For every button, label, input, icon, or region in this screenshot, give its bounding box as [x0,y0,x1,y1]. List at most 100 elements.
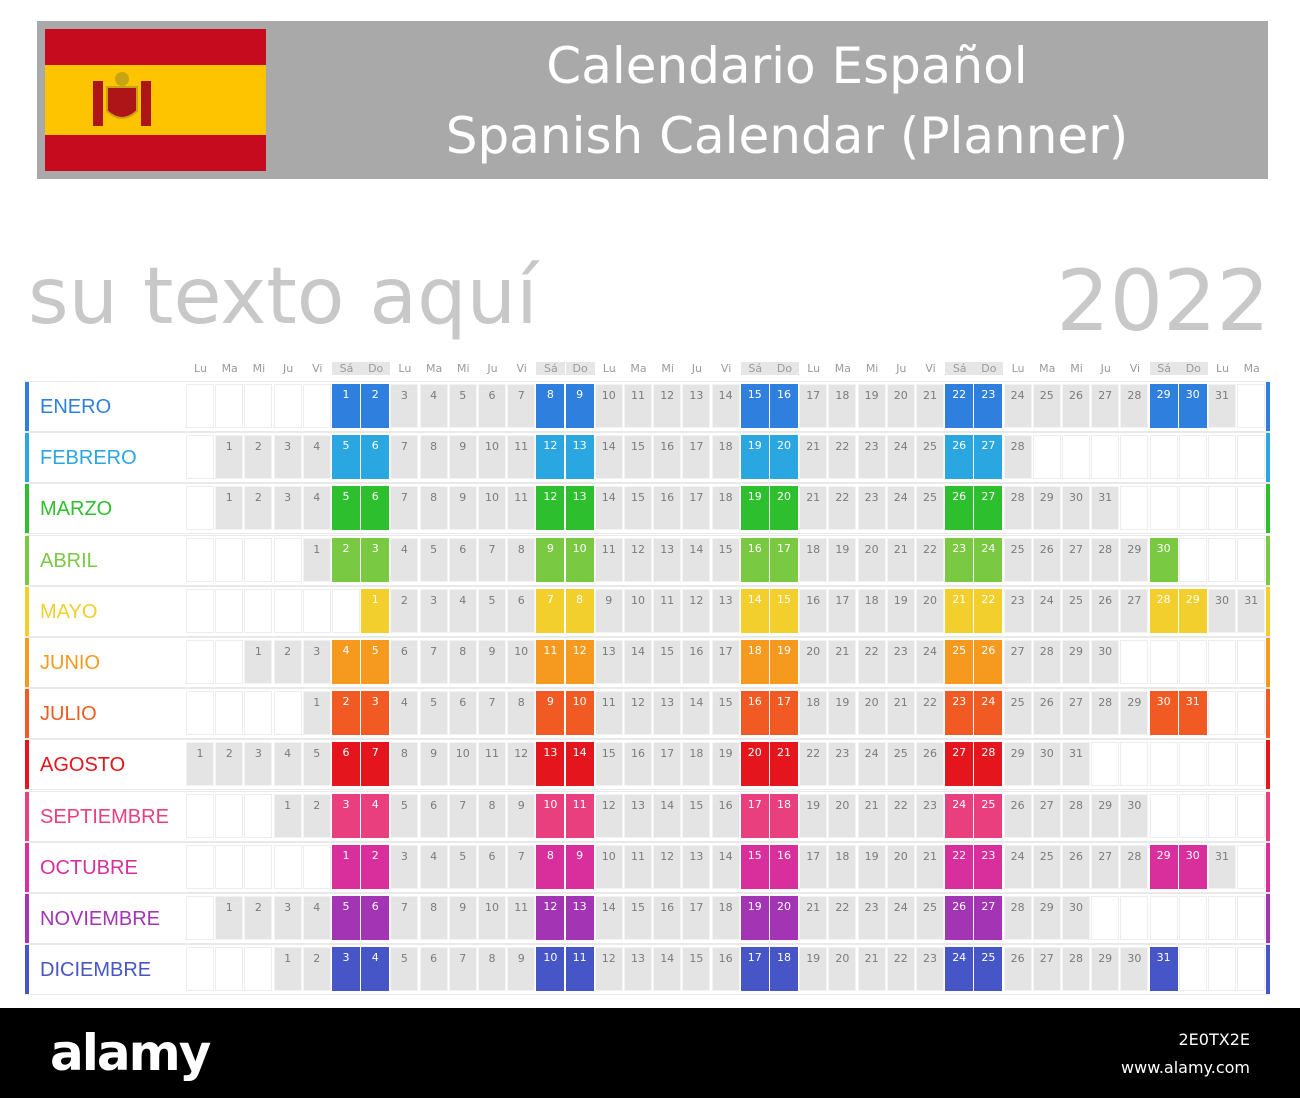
day-cell: 21 [799,486,828,531]
day-cell: 21 [886,537,915,582]
empty-cell [1237,537,1266,582]
weekend-day-cell: 19 [770,640,798,684]
weekend-day-cell: 14 [740,588,769,633]
day-cell: 22 [886,947,915,992]
weekday-header: Ma [834,362,851,375]
empty-cell [215,947,244,992]
weekday-header: Lu [1216,362,1229,375]
day-cell: 19 [799,947,828,992]
weekend-day-cell: 3 [361,537,390,582]
day-cell: 21 [799,896,828,940]
day-cell: 29 [1062,640,1090,684]
weekend-day-cell: 6 [361,435,390,480]
day-cell: 2 [302,947,331,992]
day-cell: 20 [886,384,915,428]
month-accent-left [25,433,29,483]
empty-cell [215,384,244,428]
day-cell: 11 [624,844,652,889]
day-cell: 3 [302,640,331,684]
day-cell: 30 [1062,486,1090,531]
empty-cell [1237,640,1266,684]
empty-cell [215,537,244,582]
day-cell: 29 [1120,537,1149,582]
weekend-day-cell: 26 [945,486,974,531]
empty-cell [1237,793,1266,838]
day-cell: 9 [507,793,536,838]
day-cell: 15 [711,691,740,736]
day-cell: 13 [624,947,652,992]
empty-cell [1208,947,1236,992]
day-cell: 26 [1062,844,1090,889]
day-cell: 5 [448,844,477,889]
day-cell: 15 [682,947,711,992]
empty-cell [1237,435,1266,480]
weekend-day-cell: 20 [770,486,798,531]
day-cell: 16 [682,640,711,684]
day-cell: 8 [448,640,477,684]
day-cell: 16 [711,947,740,992]
weekend-day-cell: 13 [536,742,565,787]
day-cell: 4 [419,844,448,889]
day-cell: 8 [419,486,448,531]
day-cell: 2 [390,588,419,633]
month-name: ABRIL [40,549,98,572]
day-cell: 20 [886,844,915,889]
empty-cell [1091,742,1120,787]
month-accent-right [1266,740,1270,790]
weekday-header: Mi [457,362,470,375]
day-cell: 9 [507,947,536,992]
day-cell: 18 [857,588,886,633]
day-cell: 16 [653,896,682,940]
month-name: JUNIO [40,652,100,674]
weekend-day-cell: 30 [1149,691,1178,736]
day-cell: 14 [594,896,623,940]
empty-cell [1091,896,1120,940]
day-cell: 16 [711,793,740,838]
day-cell: 10 [478,486,506,531]
weekday-header: Sá [536,362,566,375]
day-cell: 22 [828,435,857,480]
day-cell: 13 [653,691,682,736]
weekend-day-cell: 24 [945,793,974,838]
day-cell: 3 [419,588,448,633]
weekend-day-cell: 9 [536,691,565,736]
weekend-day-cell: 5 [361,640,390,684]
empty-cell [1120,486,1149,531]
month-accent-left [25,638,29,687]
day-cell: 2 [302,793,331,838]
weekday-header: Ma [425,362,443,375]
day-cell: 31 [1237,588,1266,633]
month-accent-right [1266,638,1270,687]
weekend-day-cell: 30 [1178,384,1207,428]
day-cell: 12 [653,384,682,428]
weekday-header: Ma [221,362,238,375]
empty-cell [244,947,273,992]
day-cell: 17 [682,486,711,531]
weekend-day-cell: 29 [1149,844,1178,889]
weekend-day-cell: 3 [332,947,360,992]
day-cell: 3 [273,896,302,940]
weekend-day-cell: 7 [361,742,390,787]
weekday-header: Mi [865,362,879,375]
empty-cell [1208,640,1236,684]
weekend-day-cell: 20 [740,742,769,787]
day-cell: 27 [1062,537,1090,582]
empty-cell [1120,896,1149,940]
empty-cell [244,537,273,582]
day-cell: 23 [857,896,886,940]
day-cell: 30 [1120,947,1149,992]
day-cell: 19 [857,844,886,889]
day-cell: 5 [478,588,506,633]
day-cell: 27 [1032,947,1061,992]
day-cell: 15 [624,486,652,531]
day-cell: 9 [594,588,623,633]
empty-cell [1237,691,1266,736]
empty-cell [186,435,214,480]
weekend-day-cell: 18 [740,640,769,684]
day-cell: 29 [1120,691,1149,736]
day-cell: 15 [624,896,652,940]
weekend-day-cell: 1 [332,384,360,428]
day-cell: 16 [653,435,682,480]
weekend-day-cell: 12 [536,486,565,531]
weekend-day-cell: 17 [740,793,769,838]
